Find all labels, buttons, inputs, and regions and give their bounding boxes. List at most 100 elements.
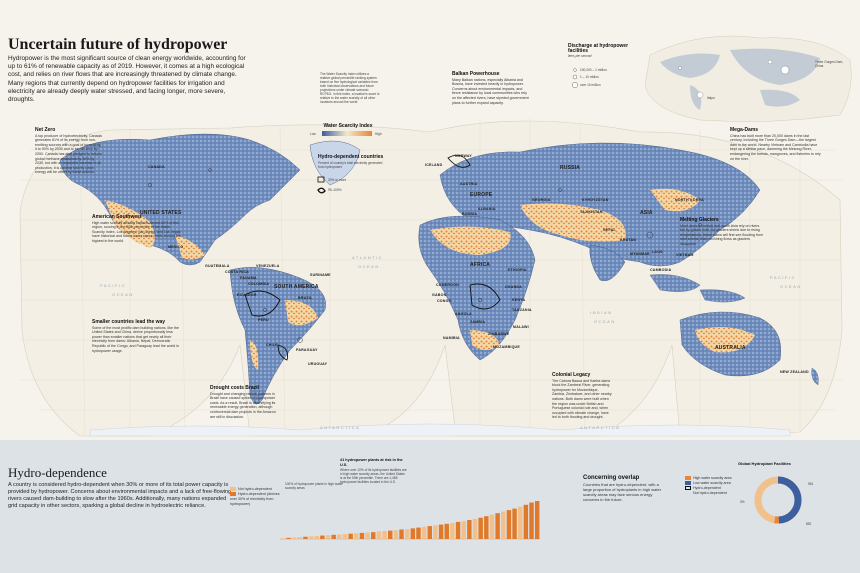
discharge-legend-unit: liters per second (568, 54, 592, 59)
country-label: ZIMBABWE (488, 332, 510, 336)
discharge-circles (147, 168, 702, 343)
greenland-landmass (309, 140, 361, 186)
hydroplant-donut (754, 476, 802, 524)
bar (433, 525, 438, 539)
country-label: NEPAL (603, 228, 616, 232)
note-smaller-body: Some of the most prolific dam building n… (92, 325, 180, 353)
bar (337, 534, 342, 539)
bar (410, 528, 416, 539)
country-label: ANGOLA (455, 312, 472, 316)
note-southwest-body: High water scarcity already impacts almo… (92, 220, 181, 243)
country-label: CONGO (437, 299, 452, 303)
bar (450, 523, 455, 539)
overlap-body: Countries that are hydro-dependent, with… (583, 481, 662, 502)
bar (438, 524, 444, 539)
us-note-body: Where over 10% of its hydropower facilit… (340, 468, 407, 485)
country-label: NORTH KOREA (675, 198, 704, 202)
note-balkan-body: Many Balkan nations, especially Albania … (452, 77, 529, 105)
bar (354, 533, 359, 539)
note-net-zero-title: Net Zero (35, 127, 56, 133)
country-label: COSTA RICA (225, 270, 249, 274)
bar (484, 516, 489, 539)
country-label: UNITED STATES (140, 210, 182, 216)
donut-label-3: 892 (806, 522, 812, 526)
donut-label-1: 961 (808, 482, 814, 486)
bar (517, 506, 523, 539)
section-title: Hydro-dependence (8, 465, 107, 480)
note-balkan-title: Balkan Powerhouse (452, 71, 500, 77)
note-brazil-body: Drought and changing rainfall patterns i… (210, 391, 276, 419)
antarctica-label-2: ANTARCTICA (580, 425, 621, 430)
page-title: Uncertain future of hydropower (8, 36, 228, 53)
donut-label-2: 3% (740, 500, 745, 504)
country-label: MOZAMBIQUE (493, 345, 520, 349)
bar (342, 534, 348, 539)
country-label: PERU (258, 318, 269, 322)
note-net-zero-body: A top producer of hydroelectricity, Cana… (35, 133, 102, 175)
bar (478, 517, 483, 539)
country-label: BHUTAN (620, 238, 637, 242)
country-label: CANADA (148, 165, 165, 169)
country-label: GEORGIA (532, 198, 551, 202)
country-label: EUROPE (470, 192, 493, 198)
note-glaciers-title: Melting Glaciers (680, 217, 719, 223)
bar (280, 538, 286, 539)
country-label: AFRICA (470, 262, 491, 268)
hydro-legend-title: Hydro-dependent countries (318, 154, 384, 160)
wsi-legend-high: High (375, 132, 382, 136)
bar (387, 530, 393, 539)
section-intro: A country is considered hydro-dependent … (8, 482, 232, 509)
bar (472, 518, 478, 539)
country-label: SOUTH AMERICA (274, 284, 319, 290)
overlap-legend-2: Low water scarcity area (693, 481, 731, 485)
bar (501, 511, 506, 539)
note-glaciers-body: Most dams in central and south Asia rely… (680, 223, 764, 246)
hydro-dependent-outlines (244, 154, 501, 361)
hydro-legend-subtitle: Percent of country's total electricity g… (318, 160, 383, 169)
country-label: RUSSIA (560, 165, 581, 171)
scarcity-gradient-bar (322, 131, 372, 136)
country-label: MYANMAR (630, 252, 650, 256)
bar (495, 513, 500, 539)
country-label: ALBANIA (478, 207, 496, 211)
country-label: URUGUAY (308, 362, 328, 366)
overlap-title: Concerning overlap (583, 475, 640, 481)
bar (455, 521, 461, 539)
bar (489, 514, 495, 539)
bar (325, 535, 331, 539)
country-label: KENYA (512, 298, 526, 302)
country-label: ICELAND (425, 163, 443, 167)
south-america-landmass (229, 267, 326, 405)
country-label: VENEZUELA (256, 264, 280, 268)
discharge-legend-item2: 1 – 10 million (580, 75, 599, 79)
africa-landmass (418, 215, 536, 361)
bar-legend-2: Hydro-dependent (derives over 30% of ele… (230, 492, 280, 506)
wsi-legend-low: Low (310, 132, 316, 136)
hydro-bar-chart (280, 501, 540, 540)
ocean-label-pacific-1: PACIFIC (100, 283, 126, 288)
country-label: BRAZIL (298, 296, 313, 300)
ocean-label-atlantic-1: ATLANTIC (352, 255, 384, 260)
bar (393, 530, 399, 539)
note-colonial-title: Colonial Legacy (552, 372, 591, 378)
hydro-legend-item1: 30% or more (328, 178, 347, 182)
bar (348, 533, 353, 539)
country-label: CAMEROON (436, 283, 459, 287)
note-southwest-title: American Southwest (92, 214, 142, 220)
north-america-landmass (59, 133, 301, 266)
ocean-label-indian-1: INDIAN (590, 310, 613, 315)
country-label: BOSNIA (462, 212, 478, 216)
country-label: ZAMBIA (470, 320, 486, 324)
country-label: COLOMBIA (248, 282, 270, 286)
discharge-legend-item1: 100,000 – 1 million (580, 68, 607, 72)
inset-map (644, 35, 852, 122)
bar (467, 520, 472, 539)
bar (421, 526, 427, 539)
bar (399, 529, 404, 539)
country-label: ASIA (640, 210, 653, 216)
intro-text: Hydropower is the most significant sourc… (8, 55, 246, 104)
bar (308, 536, 314, 539)
discharge-legend-item3: over 10 million (580, 83, 601, 87)
overlap-legend-4: Not hydro-dependent (693, 491, 727, 495)
